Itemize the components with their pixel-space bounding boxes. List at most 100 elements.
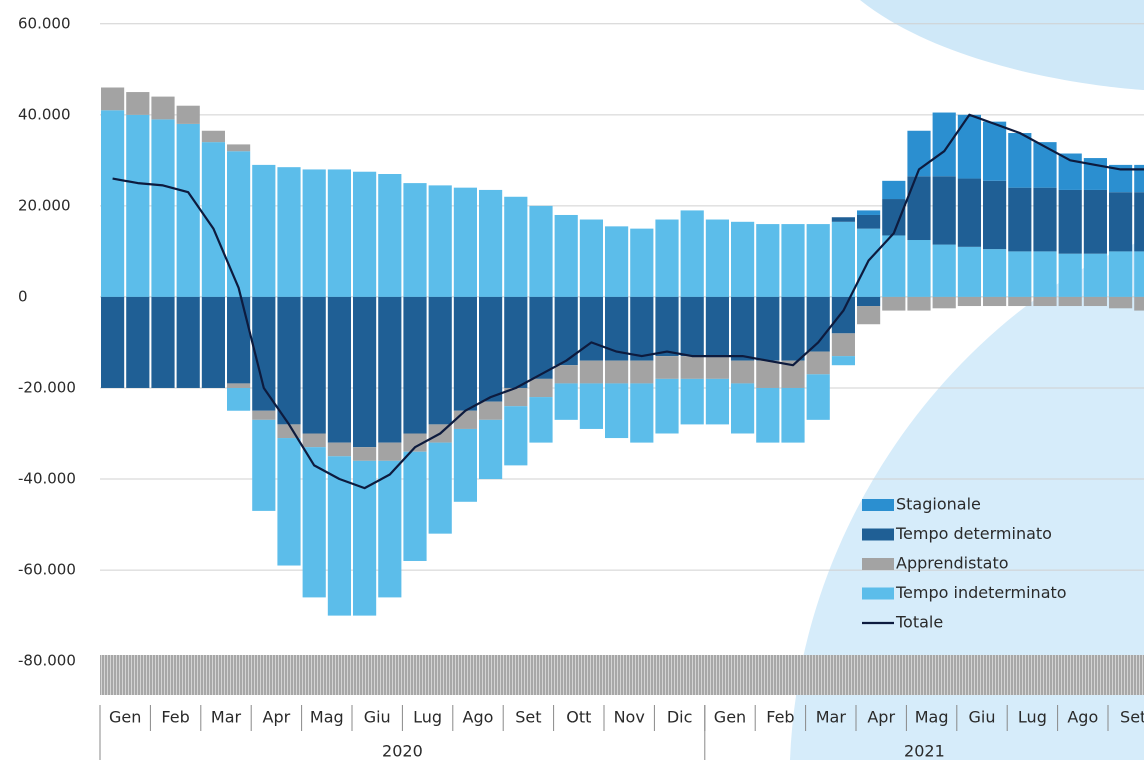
- bar: [504, 406, 527, 465]
- bar: [832, 222, 855, 297]
- page: {"chart_data": { "type": "bar", "ylim": …: [0, 0, 1144, 760]
- bar: [731, 383, 754, 433]
- bar: [227, 388, 250, 411]
- legend-label: Stagionale: [896, 495, 981, 514]
- bar: [1033, 297, 1056, 306]
- x-tick-label: Mag: [915, 708, 949, 727]
- bar: [403, 452, 426, 561]
- bar: [857, 297, 880, 306]
- y-tick-label: -60.000: [18, 561, 76, 579]
- bar: [1033, 251, 1056, 297]
- legend-label: Apprendistato: [896, 554, 1009, 573]
- bar: [1008, 133, 1031, 188]
- bar: [227, 297, 250, 384]
- bar: [378, 443, 401, 461]
- bar: [529, 206, 552, 297]
- bar: [403, 297, 426, 434]
- bar: [832, 217, 855, 222]
- x-tick-label: Set: [1120, 708, 1144, 727]
- bar: [958, 297, 981, 306]
- x-tick-label: Giu: [364, 708, 391, 727]
- bar: [1084, 190, 1107, 254]
- bar: [1008, 297, 1031, 306]
- bar: [151, 297, 174, 388]
- bar: [454, 429, 477, 502]
- bar: [655, 220, 678, 297]
- bar: [403, 183, 426, 297]
- bar: [353, 172, 376, 297]
- bar: [832, 356, 855, 365]
- bar: [907, 240, 930, 297]
- bar: [479, 190, 502, 297]
- bar: [983, 297, 1006, 306]
- bar: [605, 383, 628, 438]
- legend-swatch: [862, 529, 894, 541]
- bar: [277, 438, 300, 565]
- bar: [227, 151, 250, 297]
- bar: [529, 297, 552, 379]
- y-tick-label: -80.000: [18, 652, 76, 670]
- bar: [655, 356, 678, 379]
- bar: [378, 297, 401, 443]
- bar: [126, 115, 149, 297]
- bar: [277, 167, 300, 297]
- bar: [277, 297, 300, 424]
- bar: [832, 333, 855, 356]
- bar: [681, 297, 704, 356]
- bar: [832, 297, 855, 333]
- bar: [706, 220, 729, 297]
- bar: [781, 388, 804, 443]
- bar: [983, 181, 1006, 249]
- x-tick-label: Giu: [969, 708, 996, 727]
- bar: [1059, 154, 1082, 190]
- bar: [580, 361, 603, 384]
- x-tick-label: Ott: [566, 708, 591, 727]
- bar: [353, 297, 376, 447]
- legend-swatch: [862, 588, 894, 600]
- legend-swatch: [862, 499, 894, 511]
- bar: [933, 245, 956, 297]
- bar: [1059, 297, 1082, 306]
- bar: [706, 297, 729, 356]
- bar: [555, 215, 578, 297]
- bar: [580, 383, 603, 429]
- bar: [353, 447, 376, 461]
- y-tick-label: 20.000: [18, 196, 71, 214]
- bar: [126, 92, 149, 115]
- bar: [479, 420, 502, 479]
- bar: [781, 297, 804, 361]
- bar: [529, 379, 552, 397]
- bar: [1033, 188, 1056, 252]
- bar: [807, 374, 830, 420]
- bar: [1134, 192, 1144, 251]
- bar: [555, 365, 578, 383]
- bar: [933, 113, 956, 177]
- bar: [378, 174, 401, 297]
- bar: [933, 176, 956, 244]
- bar: [202, 131, 225, 142]
- bar: [126, 297, 149, 388]
- bar: [328, 169, 351, 296]
- bar: [857, 306, 880, 324]
- day-strip: [100, 655, 1144, 695]
- bar: [630, 361, 653, 384]
- bar: [983, 122, 1006, 181]
- x-tick-label: Mar: [816, 708, 847, 727]
- bar: [857, 210, 880, 215]
- bar: [1109, 251, 1132, 297]
- x-tick-label: Lug: [1018, 708, 1047, 727]
- bar: [756, 297, 779, 361]
- bar: [504, 297, 527, 388]
- bar: [1134, 251, 1144, 297]
- x-tick-label: Nov: [614, 708, 645, 727]
- bar: [756, 361, 779, 388]
- bar: [655, 379, 678, 434]
- bar: [1109, 192, 1132, 251]
- bar: [252, 411, 275, 420]
- legend-label: Totale: [895, 613, 943, 632]
- y-tick-label: -20.000: [18, 378, 76, 396]
- x-tick-label: Ago: [463, 708, 494, 727]
- bar: [328, 443, 351, 457]
- bar: [303, 434, 326, 448]
- bar: [429, 297, 452, 424]
